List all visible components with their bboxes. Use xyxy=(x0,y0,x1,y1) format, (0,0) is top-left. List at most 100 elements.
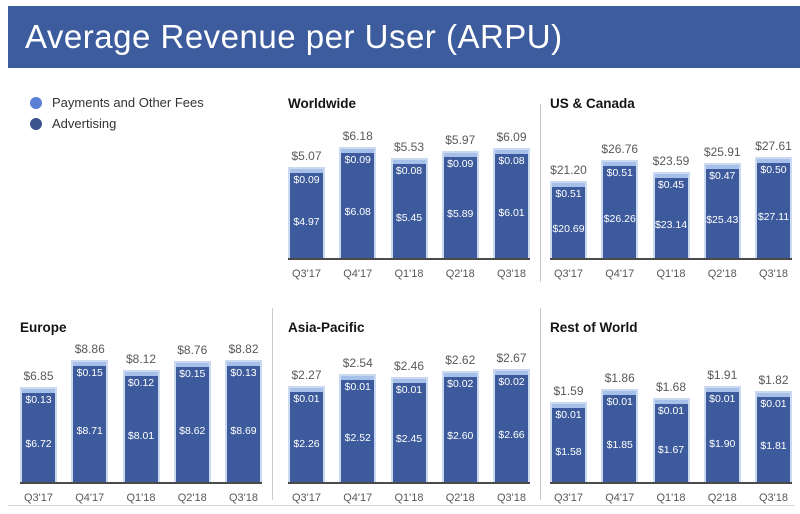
total-value-label: $5.97 xyxy=(445,133,476,147)
stacked-bar: $0.12 $8.01 xyxy=(122,370,160,482)
stacked-bar: $0.01 $1.90 xyxy=(703,386,741,482)
panel-divider xyxy=(540,308,541,500)
bar-column: $23.59 $0.45 $23.14 xyxy=(652,154,690,258)
payments-segment xyxy=(603,391,637,395)
quarter-tick-label: Q1'18 xyxy=(656,268,686,280)
quarter-tick-label: Q3'18 xyxy=(758,492,788,504)
total-value-label: $2.46 xyxy=(393,359,425,373)
x-axis-labels: Q3'17 Q4'17 Q1'18 Q2'18 Q3'18 xyxy=(288,492,530,504)
footer-divider xyxy=(8,505,794,506)
payments-segment xyxy=(654,400,688,404)
slide-header: Average Revenue per User (ARPU) xyxy=(8,6,800,68)
panel-divider xyxy=(272,308,273,500)
advertising-value-label: $27.11 xyxy=(757,211,790,223)
payments-segment xyxy=(443,153,477,157)
advertising-value-label: $1.90 xyxy=(709,437,736,450)
advertising-value-label: $6.72 xyxy=(25,438,52,450)
bar-column: $6.09 $0.08 $6.01 xyxy=(493,130,530,258)
stacked-bar: $0.02 $2.60 xyxy=(441,371,479,482)
stacked-bar: $0.51 $20.69 xyxy=(550,181,587,258)
advertising-value-label: $23.14 xyxy=(654,218,688,231)
quarter-tick-label: Q3'18 xyxy=(496,268,526,280)
advertising-value-label: $6.01 xyxy=(498,206,525,219)
payments-segment xyxy=(290,169,323,173)
payments-segment xyxy=(552,183,585,187)
stacked-bar: $0.47 $25.43 xyxy=(703,163,741,258)
advertising-segment: $26.26 xyxy=(603,179,636,258)
advertising-segment: $8.69 xyxy=(227,379,260,482)
advertising-value-label: $1.58 xyxy=(555,445,582,458)
payments-value-label: $0.01 xyxy=(760,398,787,410)
quarter-tick-label: Q1'18 xyxy=(394,268,424,280)
total-value-label: $1.68 xyxy=(655,380,687,394)
payments-value-label: $0.47 xyxy=(709,170,736,182)
quarter-tick-label: Q4'17 xyxy=(605,268,635,280)
advertising-value-label: $1.81 xyxy=(760,440,787,452)
total-value-label: $2.54 xyxy=(342,356,373,370)
total-value-label: $8.76 xyxy=(177,343,208,357)
quarter-tick-label: Q2'18 xyxy=(177,492,207,504)
stacked-bar: $0.09 $5.89 xyxy=(441,151,479,258)
x-axis-labels: Q3'17 Q4'17 Q1'18 Q2'18 Q3'18 xyxy=(288,268,530,280)
quarter-tick-label: Q3'17 xyxy=(23,492,53,504)
payments-value-label: $0.08 xyxy=(395,165,423,177)
payments-value-label: $0.01 xyxy=(657,405,685,417)
advertising-segment: $1.90 xyxy=(706,405,739,482)
bars-row: $2.27 $0.01 $2.26 $2.54 $0.01 $2.52 $2.46 $0.01… xyxy=(288,340,530,482)
payments-value-label: $0.15 xyxy=(179,368,206,380)
advertising-segment: $4.97 xyxy=(290,186,323,258)
payments-segment xyxy=(705,388,739,392)
quarter-tick-label: Q4'17 xyxy=(343,268,373,280)
chart-title: US & Canada xyxy=(550,96,635,111)
bars-row: $21.20 $0.51 $20.69 $26.76 $0.51 $26.26 $23.59… xyxy=(550,116,792,258)
bar-column: $26.76 $0.51 $26.26 xyxy=(601,142,639,258)
bar-column: $1.59 $0.01 $1.58 xyxy=(550,384,587,482)
bar-column: $1.91 $0.01 $1.90 xyxy=(703,368,741,482)
advertising-value-label: $8.62 xyxy=(179,425,206,437)
x-axis-line xyxy=(288,482,530,484)
payments-segment xyxy=(552,404,585,408)
payments-segment xyxy=(290,388,323,392)
payments-value-label: $0.09 xyxy=(447,158,474,170)
chart-title: Worldwide xyxy=(288,96,357,111)
chart-panel-rest-of-world: Rest of World $1.59 $0.01 $1.58 $1.86 $0.01 $1… xyxy=(550,320,792,504)
quarter-tick-label: Q3'17 xyxy=(553,492,583,504)
stacked-bar: $0.45 $23.14 xyxy=(652,172,690,258)
chart-panel-worldwide: Worldwide $5.07 $0.09 $4.97 $6.18 $0.09 $6.08 $… xyxy=(288,96,530,280)
bar-column: $8.86 $0.15 $8.71 xyxy=(71,342,109,482)
panel-divider xyxy=(540,104,541,282)
advertising-segment: $1.81 xyxy=(757,410,790,482)
total-value-label: $27.61 xyxy=(755,139,792,153)
chart-title: Rest of World xyxy=(550,320,638,335)
advertising-segment: $6.01 xyxy=(495,167,528,258)
payments-value-label: $0.15 xyxy=(76,367,103,379)
total-value-label: $6.18 xyxy=(342,129,373,143)
total-value-label: $21.20 xyxy=(550,163,587,177)
bar-column: $2.54 $0.01 $2.52 xyxy=(339,356,377,482)
payments-segment xyxy=(73,362,107,366)
chart-legend: Payments and Other Fees Advertising xyxy=(30,94,204,132)
payments-segment xyxy=(757,159,790,163)
quarter-tick-label: Q2'18 xyxy=(445,492,475,504)
payments-segment xyxy=(175,363,209,367)
x-axis-line xyxy=(288,258,530,260)
payments-segment xyxy=(392,160,426,164)
advertising-segment: $6.72 xyxy=(22,406,55,482)
quarter-tick-label: Q4'17 xyxy=(75,492,105,504)
advertising-value-label: $5.45 xyxy=(395,211,423,224)
payments-segment xyxy=(341,376,375,380)
payments-value-label: $0.12 xyxy=(127,377,155,389)
payments-value-label: $0.13 xyxy=(230,367,257,379)
advertising-value-label: $2.66 xyxy=(498,429,525,441)
legend-item-payments: Payments and Other Fees xyxy=(30,94,204,111)
quarter-tick-label: Q4'17 xyxy=(605,492,635,504)
quarter-tick-label: Q3'17 xyxy=(291,268,321,280)
payments-value-label: $0.01 xyxy=(344,381,371,393)
payments-value-label: $0.45 xyxy=(657,179,685,191)
advertising-segment: $2.26 xyxy=(290,405,323,482)
advertising-segment: $23.14 xyxy=(655,191,688,258)
advertising-segment: $8.01 xyxy=(125,389,158,482)
bar-column: $8.12 $0.12 $8.01 xyxy=(122,352,160,482)
x-axis-line xyxy=(20,482,262,484)
quarter-tick-label: Q2'18 xyxy=(707,268,737,280)
